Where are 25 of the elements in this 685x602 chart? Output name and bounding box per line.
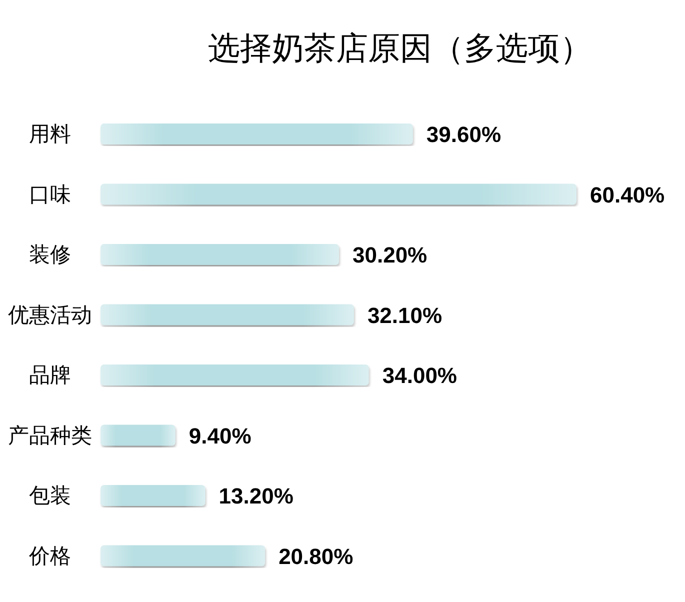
- bar: [100, 485, 206, 506]
- y-tick-label: 装修: [29, 242, 71, 267]
- bar: [100, 364, 369, 386]
- y-tick-label: 包装: [29, 484, 71, 508]
- data-label: 34.00%: [382, 362, 458, 388]
- data-label: 13.20%: [218, 483, 294, 508]
- bar: [100, 424, 176, 446]
- data-label: 32.10%: [367, 302, 442, 328]
- bar: [100, 124, 413, 144]
- data-label: 30.20%: [352, 242, 428, 267]
- data-label: 9.40%: [188, 422, 252, 448]
- y-tick-label: 产品种类: [8, 423, 92, 448]
- bar: [100, 304, 354, 326]
- bar: [100, 244, 339, 265]
- data-label: 39.60%: [426, 122, 502, 146]
- data-label: 60.40%: [590, 182, 665, 207]
- bar: [100, 184, 576, 205]
- y-tick-label: 价格: [28, 544, 71, 568]
- y-tick-label: 用料: [29, 122, 71, 146]
- y-tick-label: 优惠活动: [8, 302, 92, 327]
- bar: [100, 545, 266, 566]
- data-label: 20.80%: [278, 543, 354, 568]
- y-tick-label: 品牌: [29, 363, 71, 388]
- y-tick-label: 口味: [29, 182, 71, 206]
- chart-title: 选择奶茶店原因（多选项）: [207, 28, 593, 68]
